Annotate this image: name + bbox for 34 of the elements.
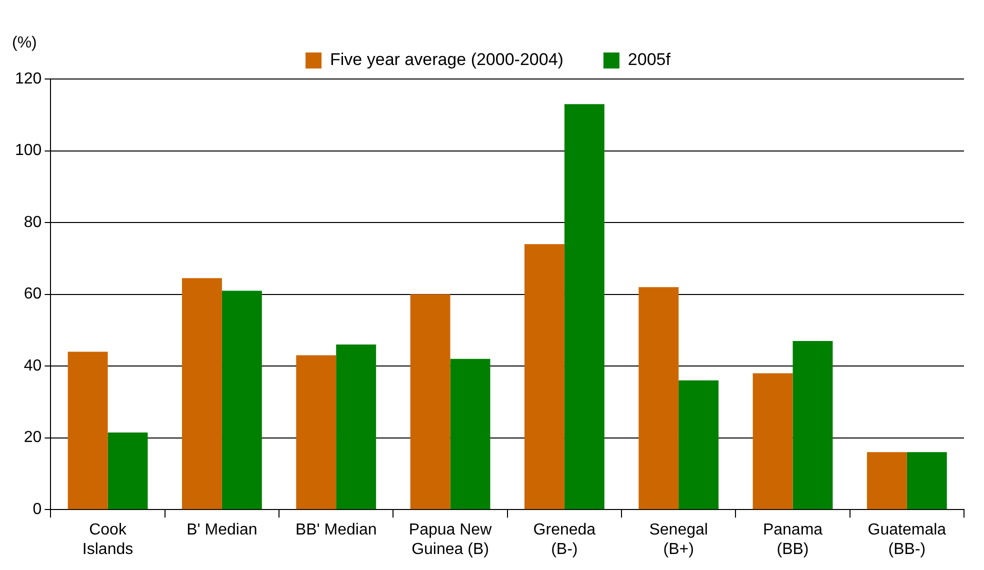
y-tick-label: 80 (24, 214, 42, 231)
bar (638, 287, 679, 510)
bar (564, 104, 604, 510)
bar (866, 452, 907, 510)
x-tick-label: B' Median (186, 522, 258, 539)
bar (410, 294, 450, 510)
y-tick-label: 120 (14, 70, 42, 88)
bar (450, 358, 490, 510)
y-tick-label: 40 (24, 357, 42, 374)
bar (524, 244, 564, 510)
bar (678, 380, 719, 510)
bar (906, 452, 947, 510)
bar (336, 344, 376, 510)
legend-label: Five year average (2000-2004) (330, 50, 564, 70)
legend-label: 2005f (628, 50, 671, 70)
bar (108, 432, 148, 510)
x-tick-label: Senegal (B+) (649, 522, 708, 558)
y-tick-label: 60 (24, 286, 42, 303)
y-tick-label: 20 (24, 429, 42, 446)
bar (792, 340, 833, 510)
x-tick-label: Guatemala (BB-) (868, 522, 946, 558)
x-tick-label: Cook Islands (82, 522, 134, 558)
y-axis-title: (%) (12, 34, 37, 52)
y-tick-label: 100 (14, 142, 42, 160)
y-tick-label: 0 (32, 501, 42, 518)
x-tick-label: Greneda (B-) (533, 522, 596, 558)
bar (296, 355, 336, 510)
bar (222, 290, 262, 510)
bar (752, 373, 793, 510)
x-tick-label: BB' Median (295, 522, 377, 539)
bar (182, 278, 222, 510)
x-tick-label: Panama (BB) (762, 522, 823, 558)
bar (68, 352, 108, 510)
x-tick-label: Papua New Guinea (B) (408, 522, 492, 558)
